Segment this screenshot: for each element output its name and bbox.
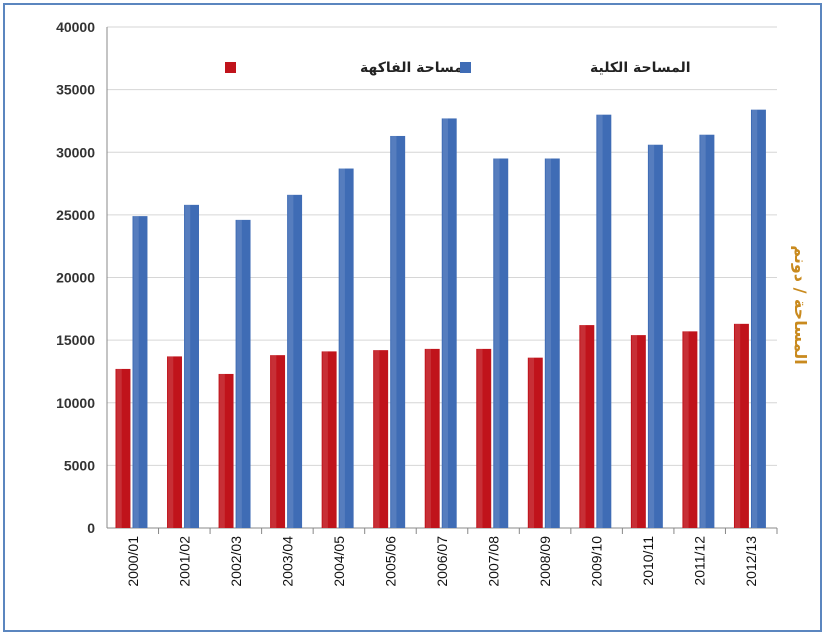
y-tick-label: 15000: [56, 332, 95, 348]
bar-highlight: [494, 158, 500, 528]
bar-fruit-area: [270, 355, 286, 528]
bar-highlight: [271, 355, 277, 528]
bar-highlight: [683, 331, 689, 528]
bar-fruit-area: [682, 331, 698, 528]
bar-total-area: [544, 158, 560, 528]
bar-highlight: [528, 357, 535, 528]
bar-fruit-area: [733, 323, 749, 528]
bar-highlight: [425, 348, 431, 528]
bar-highlight: [339, 168, 345, 528]
bar-highlight: [185, 204, 191, 529]
bar-highlight: [631, 335, 638, 528]
bar-highlight: [288, 194, 294, 528]
bar-total-area: [441, 118, 457, 529]
y-tick-label: 40000: [56, 19, 95, 35]
bar-total-area: [235, 219, 251, 528]
legend-label-fruit: مساحة الفاكهة: [360, 60, 463, 76]
bar-fruit-area: [167, 356, 182, 528]
bar-highlight: [391, 135, 397, 528]
x-tick-label: 2006/07: [434, 536, 450, 587]
bar-fruit-area: [321, 351, 337, 528]
bar-fruit-area: [579, 325, 595, 528]
bar-highlight: [597, 114, 603, 529]
y-tick-label: 10000: [56, 395, 95, 411]
legend-swatch-fruit: [225, 62, 236, 73]
bar-highlight: [477, 348, 483, 528]
bar-highlight: [442, 118, 448, 529]
bar-highlight: [322, 351, 328, 528]
bar-highlight: [545, 158, 552, 528]
x-tick-label: 2004/05: [331, 536, 347, 587]
y-tick-label: 30000: [56, 144, 95, 160]
bar-highlight: [116, 368, 122, 528]
x-tick-label: 2005/06: [382, 536, 398, 587]
x-tick-label: 2008/09: [537, 536, 553, 587]
x-tick-label: 2003/04: [279, 536, 295, 587]
legend-swatch-total: [460, 62, 471, 73]
bar-total-area: [287, 194, 303, 528]
bar-total-area: [390, 135, 406, 528]
x-tick-label: 2000/01: [125, 536, 141, 587]
x-tick-label: 2010/11: [640, 536, 656, 586]
bar-total-area: [750, 109, 766, 528]
bar-total-area: [132, 216, 148, 528]
bar-highlight: [236, 219, 242, 528]
bar-highlight: [168, 356, 174, 528]
y-tick-label: 20000: [56, 270, 95, 286]
bar-total-area: [596, 114, 612, 529]
bar-chart: 0 5000 10000 15000 20000 25000 30000 35000 40000…: [56, 19, 810, 587]
y-axis-label: المساحة / دونم: [791, 245, 810, 364]
bar-highlight: [219, 373, 225, 528]
bar-highlight: [374, 350, 380, 528]
x-tick-label: 2007/08: [486, 536, 502, 587]
y-tick-label: 5000: [64, 457, 95, 473]
x-tick-label: 2001/02: [176, 536, 192, 587]
y-tick-label: 35000: [56, 82, 95, 98]
y-tick-label: 0: [87, 520, 95, 536]
bar-highlight: [648, 144, 655, 529]
x-tick-label: 2002/03: [228, 536, 244, 587]
bar-fruit-area: [630, 335, 646, 528]
bar-total-area: [699, 134, 715, 528]
bar-highlight: [580, 325, 586, 528]
bar-fruit-area: [373, 350, 389, 528]
bar-highlight: [700, 134, 706, 528]
x-tick-label: 2009/10: [589, 536, 605, 587]
bar-fruit-area: [115, 368, 131, 528]
bar-fruit-area: [527, 357, 543, 528]
bar-highlight: [751, 109, 758, 528]
legend-label-total: المساحة الكلية: [590, 60, 691, 76]
bar-highlight: [133, 216, 139, 528]
x-tick-label: 2012/13: [743, 536, 759, 587]
bar-total-area: [647, 144, 663, 529]
bar-total-area: [338, 168, 354, 528]
bar-fruit-area: [218, 373, 234, 528]
y-tick-label: 25000: [56, 207, 95, 223]
bar-fruit-area: [424, 348, 440, 528]
chart-frame: 0 5000 10000 15000 20000 25000 30000 35000 40000…: [3, 3, 822, 632]
x-tick-label: 2011/12: [692, 536, 708, 586]
bar-total-area: [493, 158, 509, 528]
bar-fruit-area: [476, 348, 492, 528]
bar-highlight: [734, 323, 741, 528]
bar-total-area: [184, 204, 199, 529]
